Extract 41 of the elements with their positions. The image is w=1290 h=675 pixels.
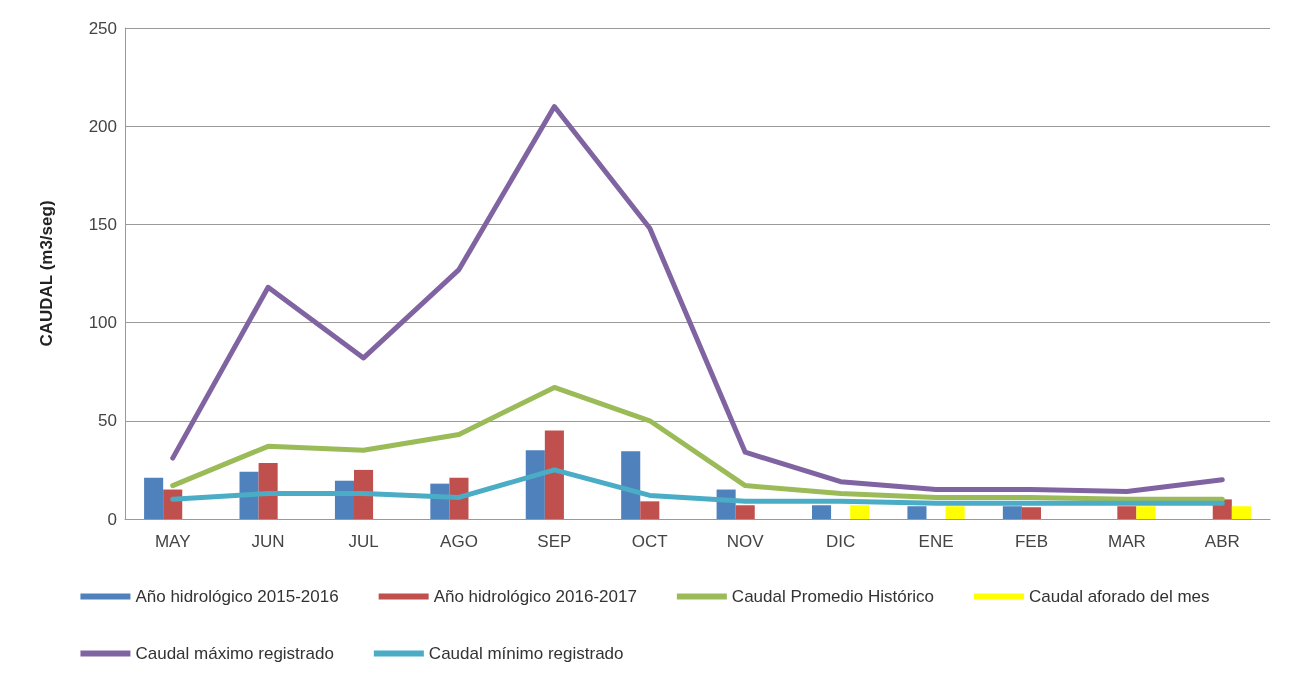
- bar: [735, 505, 755, 519]
- y-axis-title: CAUDAL (m3/seg): [37, 200, 56, 347]
- bar: [907, 506, 927, 519]
- y-tick-label: 200: [88, 116, 117, 136]
- bar: [812, 505, 832, 519]
- bar: [525, 450, 545, 519]
- y-tick-label: 150: [88, 214, 117, 234]
- bar: [850, 505, 870, 519]
- x-tick-label: OCT: [631, 532, 668, 551]
- x-tick-label: SEP: [537, 532, 572, 551]
- legend-label: Caudal Promedio Histórico: [731, 587, 935, 606]
- legend-label: Caudal mínimo registrado: [428, 644, 624, 663]
- legend-label: Año hidrológico 2016-2017: [433, 587, 637, 606]
- y-tick-label: 50: [98, 411, 117, 431]
- x-tick-label: FEB: [1014, 532, 1048, 551]
- x-tick-label: MAY: [154, 532, 191, 551]
- y-tick-label: 0: [107, 509, 117, 529]
- bar: [1021, 507, 1041, 519]
- x-tick-label: NOV: [726, 532, 765, 551]
- legend-label: Año hidrológico 2015-2016: [135, 587, 339, 606]
- bar: [144, 477, 164, 519]
- x-tick-label: ENE: [918, 532, 954, 551]
- legend-label: Caudal aforado del mes: [1029, 587, 1210, 606]
- x-tick-label: DIC: [825, 532, 856, 551]
- bar: [1136, 506, 1156, 519]
- bar: [1002, 506, 1022, 519]
- legend-label: Caudal máximo registrado: [135, 644, 334, 663]
- y-tick-label: 250: [88, 18, 117, 38]
- bar: [621, 451, 641, 519]
- x-tick-label: JUL: [348, 532, 379, 551]
- bar: [1231, 506, 1251, 519]
- bar: [640, 501, 660, 519]
- x-tick-label: ABR: [1204, 532, 1240, 551]
- bar: [945, 506, 965, 519]
- bar: [544, 430, 564, 519]
- bar: [1117, 506, 1137, 519]
- x-tick-label: AGO: [440, 532, 478, 551]
- x-tick-label: MAR: [1107, 532, 1146, 551]
- y-tick-label: 100: [88, 313, 117, 333]
- x-tick-label: JUN: [251, 532, 285, 551]
- bar: [258, 463, 278, 519]
